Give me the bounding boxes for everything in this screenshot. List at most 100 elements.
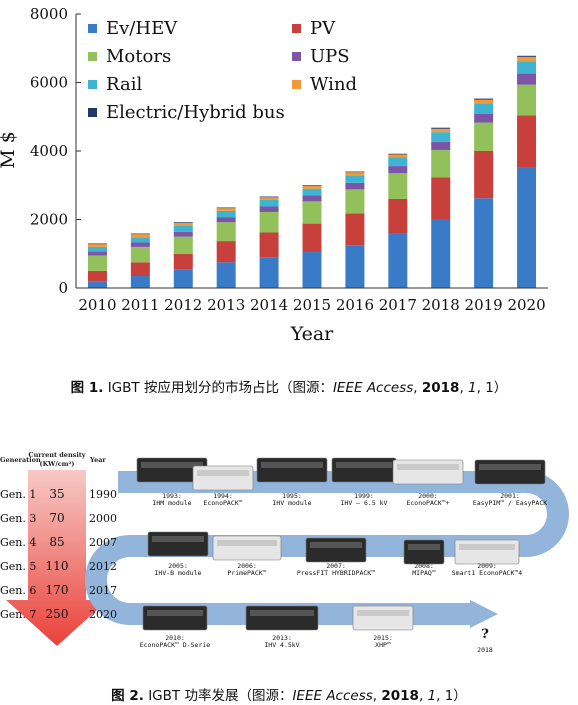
bar-2018-motors	[431, 149, 451, 178]
legend-swatch	[292, 24, 301, 33]
module-name: PrimePACK™	[227, 569, 266, 577]
chart-legend: Ev/HEV PV Motors UPS Rail Wind Electric/Hybrid…	[88, 18, 357, 123]
module-image	[403, 539, 445, 565]
module-image	[392, 459, 464, 485]
bar-2016-ups	[345, 182, 365, 190]
module-entry: 2013:IHV 4.5kV	[245, 605, 319, 649]
module-entry: 2015:XHP™	[352, 605, 414, 649]
bar-2016-electric-hybrid-bus	[345, 171, 365, 173]
bar-2012-pv	[173, 253, 193, 270]
future-module-year: 2018	[477, 646, 493, 654]
timeline-arrowhead	[470, 600, 498, 628]
figure-2-label: 图 2.	[111, 688, 144, 704]
chart-axes: 2010 2011 2012 2013 2014 2015 2016 2017 2018 2019…	[0, 5, 548, 345]
module-name: EconoPACK™	[203, 499, 242, 507]
bar-2017-ups	[388, 166, 408, 174]
x-tick-label: 2016	[336, 296, 374, 314]
module-name: PressFIT HYBRIDPACK™	[297, 569, 375, 577]
chart-bars	[87, 55, 537, 288]
current-density-value: 250	[46, 607, 69, 621]
bar-2016-wind	[345, 172, 365, 176]
generation-year: 2007	[89, 536, 117, 549]
legend-swatch	[88, 80, 97, 89]
bar-2013-motors	[216, 222, 236, 242]
module-year: 2006:	[237, 562, 257, 570]
module-name: EasyPIM™ / EasyPACK	[473, 499, 547, 507]
figure-2-rows: Gen. 1 35 1990 Gen. 3 70 2000 Gen. 4 85 2007 Gen.…	[0, 487, 117, 621]
generation-year: 2017	[89, 584, 117, 597]
module-image-detail	[217, 540, 277, 546]
x-tick-label: 2019	[465, 296, 503, 314]
bar-2012-rail	[173, 226, 193, 232]
generation-label: Gen. 1	[0, 488, 36, 501]
future-module-mark: ?	[481, 627, 489, 642]
density-header-unit: (KW/cm²)	[40, 460, 75, 468]
module-image-detail	[141, 462, 203, 468]
module-image-detail	[408, 544, 440, 550]
bar-2011-wind	[130, 234, 150, 238]
bar-2020-ups	[517, 73, 537, 85]
module-image	[192, 465, 254, 491]
bar-2011-rail	[130, 237, 150, 243]
caption-sep: ,	[372, 688, 382, 704]
x-tick-label: 2012	[164, 296, 202, 314]
generation-label: Gen. 5	[0, 560, 36, 573]
bar-2015-motors	[302, 201, 322, 224]
bar-2010-pv	[87, 270, 107, 282]
bar-2019-rail	[474, 103, 494, 114]
bar-2012-electric-hybrid-bus	[173, 222, 193, 223]
bar-2018-wind	[431, 128, 451, 133]
module-entry: 2007:PressFIT HYBRIDPACK™	[297, 537, 375, 577]
generation-label: Gen. 6	[0, 584, 36, 597]
figure-1-journal: IEEE Access	[332, 380, 414, 396]
module-name: IHV 4.5kV	[264, 641, 299, 649]
current-density-value: 35	[49, 487, 64, 501]
generation-header: Generation	[0, 456, 41, 464]
bar-2019-wind	[474, 99, 494, 104]
figure-2-year: 2018	[381, 688, 419, 704]
x-tick-label: 2018	[422, 296, 460, 314]
bar-2012-motors	[173, 236, 193, 254]
caption-end: , 1）	[476, 380, 508, 396]
module-year: 2009:	[477, 562, 497, 570]
module-year: 2000:	[418, 492, 438, 500]
module-image	[142, 605, 208, 631]
figure-2-volume: 1	[427, 688, 437, 704]
generation-year: 2020	[89, 608, 117, 621]
module-entry: ? 2018	[477, 627, 493, 654]
module-image-detail	[479, 464, 541, 470]
bar-2010-ups	[87, 251, 107, 256]
bar-2010-wind	[87, 244, 107, 247]
module-image	[331, 457, 397, 483]
module-year: 1995:	[282, 492, 302, 500]
legend-label: Wind	[310, 74, 357, 95]
y-axis-label: M $	[0, 131, 19, 169]
density-header: Current density	[28, 451, 85, 459]
bar-2012-wind	[173, 222, 193, 227]
bar-2013-electric-hybrid-bus	[216, 207, 236, 209]
module-year: 2001:	[500, 492, 520, 500]
module-name: IHM module	[152, 499, 191, 507]
bar-2011-electric-hybrid-bus	[130, 233, 150, 235]
module-name: IHV-B module	[155, 569, 202, 577]
bar-2011-ev-hev	[130, 276, 150, 288]
module-year: 1999:	[354, 492, 374, 500]
module-entry: 2008:MIPAQ™	[403, 539, 445, 577]
module-image-detail	[261, 462, 323, 468]
bar-2019-ev-hev	[474, 198, 494, 288]
legend-swatch	[292, 80, 301, 89]
bar-2011-pv	[130, 262, 150, 277]
bar-2020-ev-hev	[517, 167, 537, 288]
x-tick-label: 2017	[379, 296, 417, 314]
module-image	[454, 539, 520, 565]
caption-end: , 1）	[436, 688, 467, 704]
module-entry: 2006:PrimePACK™	[212, 535, 282, 577]
module-year: 1994:	[213, 492, 233, 500]
bar-2015-rail	[302, 188, 322, 196]
bar-2018-ev-hev	[431, 219, 451, 288]
bar-2018-electric-hybrid-bus	[431, 127, 451, 129]
bar-2019-pv	[474, 151, 494, 199]
module-image-detail	[397, 464, 459, 470]
x-tick-label: 2020	[507, 296, 545, 314]
legend-label: Ev/HEV	[106, 18, 178, 39]
